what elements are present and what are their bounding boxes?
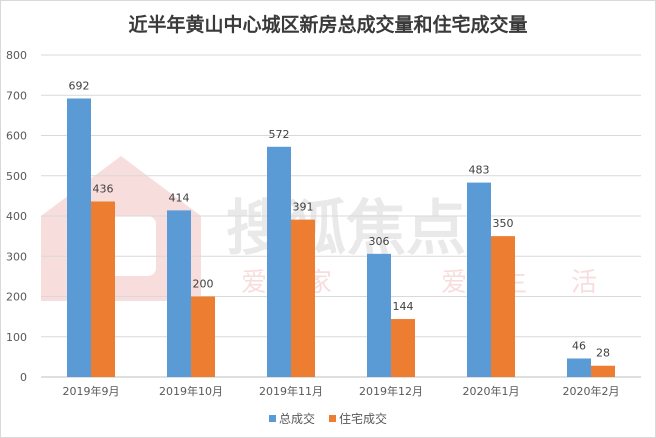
data-label: 414 (169, 191, 190, 204)
legend-swatch (269, 415, 276, 422)
chart-title: 近半年黄山中心城区新房总成交量和住宅成交量 (128, 13, 527, 36)
legend-label: 住宅成交 (339, 411, 387, 426)
bar (367, 253, 391, 377)
bar (267, 146, 291, 377)
data-label: 306 (369, 235, 390, 248)
bar (467, 182, 491, 377)
watermark-slogan-char: 爱 (241, 268, 267, 298)
watermark-slogan-char: 活 (571, 268, 597, 298)
x-tick-label: 2019年9月 (63, 384, 120, 398)
data-label: 46 (572, 339, 586, 352)
data-label: 483 (469, 164, 490, 177)
x-tick-label: 2019年11月 (259, 384, 323, 398)
data-label: 200 (193, 278, 214, 291)
data-label: 28 (596, 347, 610, 360)
watermark-slogan-char: 爱 (441, 268, 467, 298)
data-label: 144 (393, 300, 414, 313)
data-label: 692 (69, 79, 90, 92)
legend-label: 总成交 (279, 411, 315, 426)
bar (391, 319, 415, 377)
y-tick-label: 0 (20, 371, 27, 384)
legend-swatch (329, 415, 336, 422)
data-label: 572 (269, 128, 290, 141)
y-tick-label: 600 (6, 130, 27, 143)
y-tick-label: 700 (6, 89, 27, 102)
y-tick-label: 300 (6, 250, 27, 263)
data-label: 350 (493, 217, 514, 230)
bar (567, 358, 591, 377)
y-tick-label: 200 (6, 291, 27, 304)
y-tick-label: 100 (6, 331, 27, 344)
y-tick-label: 400 (6, 210, 27, 223)
x-tick-label: 2019年10月 (159, 384, 223, 398)
bar (291, 219, 315, 377)
bar (591, 365, 615, 377)
y-tick-label: 800 (6, 49, 27, 62)
bar (67, 98, 91, 377)
watermark-brand: 搜狐焦点 (226, 194, 466, 264)
data-label: 436 (93, 183, 114, 196)
x-tick-label: 2019年12月 (359, 384, 423, 398)
x-tick-label: 2020年2月 (563, 384, 620, 398)
bar (91, 201, 115, 377)
bar (491, 236, 515, 377)
x-tick-label: 2020年1月 (463, 384, 520, 398)
y-tick-label: 500 (6, 170, 27, 183)
bar (191, 296, 215, 377)
data-label: 391 (293, 201, 314, 214)
bar (167, 210, 191, 377)
